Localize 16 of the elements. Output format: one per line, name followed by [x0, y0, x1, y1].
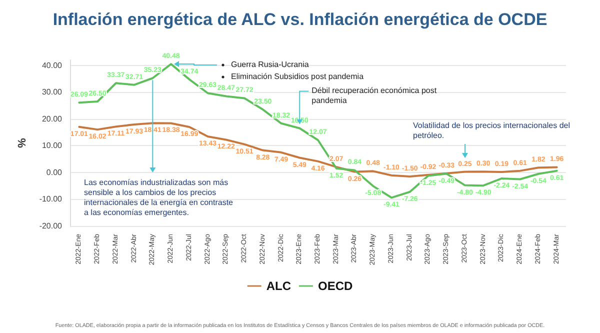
legend-label: OECD: [318, 279, 353, 293]
annotation: Las economías industrializadas son más sensible a los cambios de los precios internacionales de la energía en contraste a las economías emergentes.: [84, 178, 234, 218]
legend-label: ALC: [266, 279, 292, 293]
y-tick-label: 0.00: [46, 168, 63, 177]
y-tick-label: 10.00: [42, 141, 63, 150]
y-tick-label: -10.00: [39, 194, 63, 204]
annotation: Eliminación Subsidios post pandemia: [231, 72, 365, 82]
chart-title: Inflación energética de ALC vs. Inflación energética de OCDE: [52, 10, 548, 29]
y-tick-label: 20.00: [42, 114, 63, 124]
y-tick-label: 30.00: [42, 88, 63, 97]
annotation: Guerra Rusia-Ucrania: [231, 60, 310, 70]
y-tick-label: 40.00: [42, 60, 63, 70]
annotation: Volatilidad de los precios internacionales del petróleo.: [413, 121, 571, 141]
y-tick-label: -20.00: [39, 222, 63, 230]
y-axis-title: %: [16, 138, 28, 148]
annotation: Débil recuperación económica post pandemia: [312, 86, 438, 106]
